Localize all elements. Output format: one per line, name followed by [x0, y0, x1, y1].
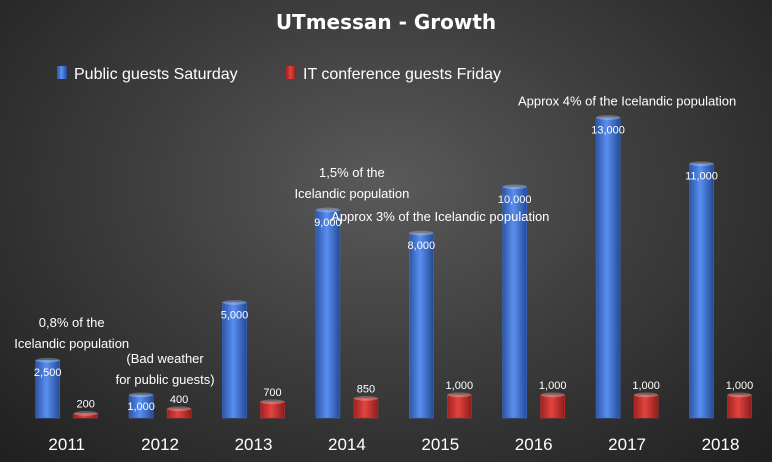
data-label-it-conference-guests-friday-2018: 1,000	[726, 380, 754, 392]
bar-it-conference-guests-friday-2014	[353, 398, 379, 419]
bar-group	[260, 399, 285, 419]
legend-label-it-conference: IT conference guests Friday	[303, 66, 501, 83]
bar-it-conference-guests-friday-2012	[166, 408, 192, 419]
x-tick-label-2016: 2016	[515, 435, 553, 454]
x-tick-label-2017: 2017	[608, 435, 646, 454]
bar-group	[689, 161, 714, 419]
data-label-it-conference-guests-friday-2011: 200	[77, 398, 95, 410]
bar-it-conference-guests-friday-2016	[540, 394, 566, 419]
legend-swatch-it-conference	[286, 66, 296, 79]
annotation-2014: 1,5% of the	[319, 165, 385, 180]
data-label-public-guests-saturday-2016: 10,000	[498, 194, 532, 206]
bar-group	[128, 392, 154, 419]
bar-cap-public-guests-saturday-2015	[409, 230, 434, 236]
x-tick-label-2014: 2014	[328, 435, 366, 454]
bar-cap-public-guests-saturday-2016	[502, 184, 527, 190]
annotation-2012: for public guests)	[116, 372, 215, 387]
annotation-2015: Approx 3% of the Icelandic population	[331, 209, 549, 224]
bar-public-guests-saturday-2016	[502, 186, 528, 419]
annotation-2011: Icelandic population	[14, 336, 129, 351]
x-tick-label-2015: 2015	[421, 435, 459, 454]
bar-group	[595, 115, 621, 419]
bar-cap-public-guests-saturday-2018	[689, 161, 714, 167]
bar-cap-public-guests-saturday-2012	[129, 392, 154, 398]
bar-it-conference-guests-friday-2015	[446, 394, 472, 419]
bar-cap-public-guests-saturday-2017	[596, 115, 621, 120]
x-tick-label-2012: 2012	[141, 435, 179, 454]
bar-group	[633, 392, 659, 419]
bar-it-conference-guests-friday-2013	[260, 401, 285, 419]
annotation-2017: Approx 4% of the Icelandic population	[518, 93, 736, 108]
data-label-it-conference-guests-friday-2017: 1,000	[632, 380, 660, 392]
legend-label-public-guests: Public guests Saturday	[74, 66, 238, 83]
data-label-public-guests-saturday-2011: 2,500	[34, 367, 62, 379]
legend-swatch-public-guests	[57, 66, 67, 79]
bar-cap-public-guests-saturday-2013	[222, 300, 247, 305]
bar-public-guests-saturday-2014	[315, 209, 341, 419]
bar-group	[502, 184, 528, 419]
annotation-2011: 0,8% of the	[39, 315, 105, 330]
bar-cap-public-guests-saturday-2011	[35, 357, 60, 363]
bar-cap-it-conference-guests-friday-2013	[260, 399, 285, 405]
x-tick-label-2013: 2013	[235, 435, 273, 454]
data-label-it-conference-guests-friday-2015: 1,000	[446, 380, 474, 392]
bar-cap-it-conference-guests-friday-2014	[353, 395, 378, 401]
x-tick-label-2018: 2018	[702, 435, 740, 454]
bar-group	[222, 300, 247, 419]
legend: Public guests Saturday IT conference gue…	[57, 66, 501, 83]
bar-it-conference-guests-friday-2018	[727, 394, 752, 419]
data-label-it-conference-guests-friday-2014: 850	[357, 383, 375, 395]
chart-title: UTmessan - Growth	[276, 10, 496, 34]
bar-group	[353, 395, 379, 419]
annotation-2014: Icelandic population	[294, 186, 409, 201]
data-label-public-guests-saturday-2018: 11,000	[685, 171, 718, 183]
data-label-public-guests-saturday-2015: 8,000	[408, 240, 436, 252]
bar-group	[35, 357, 61, 419]
bar-cap-it-conference-guests-friday-2011	[73, 410, 98, 416]
data-label-public-guests-saturday-2017: 13,000	[591, 124, 625, 136]
bar-group	[446, 392, 472, 419]
bar-public-guests-saturday-2011	[35, 359, 61, 419]
bar-group	[73, 410, 98, 419]
x-tick-label-2011: 2011	[48, 435, 85, 454]
bar-cap-it-conference-guests-friday-2012	[167, 406, 192, 412]
bar-group	[408, 230, 434, 419]
data-label-public-guests-saturday-2013: 5,000	[221, 309, 249, 321]
annotation-2012: (Bad weather	[126, 351, 204, 366]
bar-cap-it-conference-guests-friday-2018	[727, 392, 752, 398]
bar-group	[727, 392, 752, 419]
data-label-it-conference-guests-friday-2013: 700	[263, 387, 281, 399]
bar-cap-it-conference-guests-friday-2017	[634, 392, 659, 398]
data-label-it-conference-guests-friday-2016: 1,000	[539, 380, 567, 392]
data-label-public-guests-saturday-2012: 1,000	[127, 401, 155, 413]
bar-public-guests-saturday-2017	[595, 117, 621, 419]
bar-public-guests-saturday-2015	[408, 232, 434, 419]
bar-group	[315, 207, 341, 419]
bar-cap-public-guests-saturday-2014	[315, 207, 340, 213]
data-label-public-guests-saturday-2014: 9,000	[314, 217, 342, 229]
bar-public-guests-saturday-2018	[689, 163, 714, 419]
bar-public-guests-saturday-2013	[222, 302, 247, 419]
data-label-it-conference-guests-friday-2012: 400	[170, 394, 188, 406]
bar-group	[166, 406, 192, 419]
bar-group	[540, 392, 566, 419]
plot-area: 2011 2,500 200 2012 1,000 400 2013 5,000 700 2014…	[14, 93, 753, 454]
bar-cap-it-conference-guests-friday-2016	[540, 392, 565, 398]
bar-public-guests-saturday-2012	[128, 394, 154, 419]
bar-cap-it-conference-guests-friday-2015	[447, 392, 472, 398]
bar-it-conference-guests-friday-2017	[633, 394, 659, 419]
bar-it-conference-guests-friday-2011	[73, 413, 98, 419]
